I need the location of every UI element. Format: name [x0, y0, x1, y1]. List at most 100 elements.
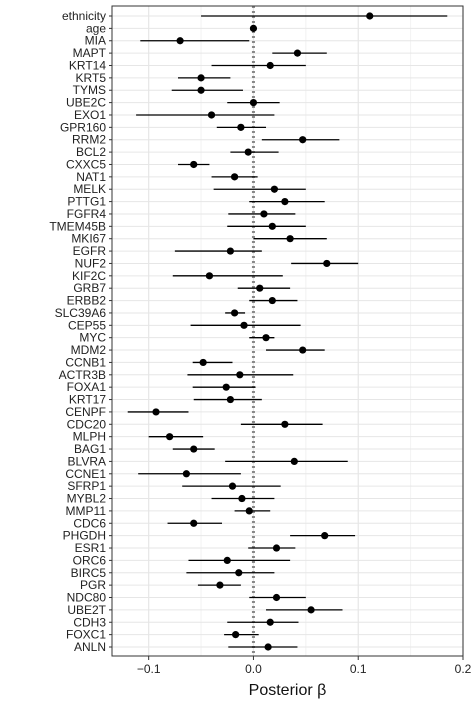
grid-layer — [112, 6, 464, 656]
category-label-myc: MYC — [79, 331, 106, 345]
point-ube2t — [307, 606, 315, 614]
point-slc39a6 — [230, 309, 239, 317]
category-label-bag1: BAG1 — [74, 442, 106, 456]
point-foxa1 — [222, 383, 230, 391]
point-ccne1 — [182, 470, 190, 478]
category-label-anln: ANLN — [74, 640, 106, 654]
point-ethnicity — [366, 12, 374, 20]
point-foxc1 — [232, 631, 240, 639]
category-label-pgr: PGR — [80, 578, 106, 592]
point-exo1 — [207, 111, 216, 119]
category-label-gpr160: GPR160 — [60, 120, 106, 134]
point-cxxc5 — [190, 160, 198, 169]
category-label-pttg1: PTTG1 — [67, 195, 106, 209]
point-krt17 — [226, 395, 234, 404]
category-label-sfrp1: SFRP1 — [67, 479, 106, 493]
category-label-cdc6: CDC6 — [73, 516, 106, 530]
point-erbb2 — [268, 296, 276, 305]
category-label-kif2c: KIF2C — [72, 269, 106, 283]
y-tick-marks — [109, 15, 112, 648]
x-axis-title: Posterior β — [249, 682, 327, 699]
point-layer — [152, 12, 374, 651]
category-label-cep55: CEP55 — [68, 318, 106, 332]
category-label-foxa1: FOXA1 — [67, 380, 107, 394]
point-rrm2 — [299, 136, 307, 144]
point-cep55 — [240, 321, 248, 329]
category-label-orc6: ORC6 — [73, 553, 107, 567]
category-label-erbb2: ERBB2 — [67, 294, 107, 308]
point-ube2c — [249, 99, 258, 107]
point-melk — [270, 185, 279, 193]
point-krt14 — [266, 61, 274, 70]
point-cenpf — [152, 408, 160, 416]
category-label-mmp11: MMP11 — [66, 504, 107, 518]
category-label-tmem45b: TMEM45B — [49, 219, 106, 233]
point-gpr160 — [237, 123, 245, 131]
category-label-rrm2: RRM2 — [72, 133, 106, 147]
category-label-krt17: KRT17 — [69, 393, 106, 407]
category-label-ube2c: UBE2C — [66, 96, 106, 110]
point-anln — [264, 643, 272, 651]
category-label-ndc80: NDC80 — [67, 591, 107, 605]
category-label-cdc20: CDC20 — [67, 417, 107, 431]
x-tick-label: 0.1 — [350, 662, 367, 676]
point-mia — [176, 37, 184, 45]
point-blvra — [290, 457, 298, 466]
x-tick-label: 0.0 — [245, 662, 262, 676]
category-label-krt5: KRT5 — [76, 71, 107, 85]
category-labels: ethnicityageMIAMAPTKRT14KRT5TYMSUBE2CEXO… — [49, 9, 106, 654]
x-tick-label: 0.2 — [455, 662, 472, 676]
point-egfr — [226, 247, 234, 255]
category-label-cxxc5: CXXC5 — [66, 157, 106, 171]
category-label-mia: MIA — [85, 34, 106, 48]
category-label-ccnb1: CCNB1 — [65, 355, 106, 369]
point-birc5 — [235, 569, 243, 577]
point-pttg1 — [281, 197, 289, 206]
category-label-mybl2: MYBL2 — [67, 492, 107, 506]
point-phgdh — [321, 532, 329, 540]
category-label-grb7: GRB7 — [73, 281, 106, 295]
category-label-exo1: EXO1 — [74, 108, 106, 122]
category-label-mapt: MAPT — [73, 46, 107, 60]
point-actr3b — [236, 371, 244, 379]
point-grb7 — [256, 284, 264, 292]
category-label-egfr: EGFR — [73, 244, 107, 258]
category-label-mdm2: MDM2 — [71, 343, 107, 357]
point-mki67 — [286, 235, 294, 243]
panel-border — [111, 5, 464, 657]
category-label-esr1: ESR1 — [75, 541, 107, 555]
category-label-blvra: BLVRA — [68, 454, 106, 468]
category-label-mki67: MKI67 — [71, 232, 106, 246]
point-age — [249, 24, 258, 32]
category-label-birc5: BIRC5 — [71, 566, 107, 580]
category-label-actr3b: ACTR3B — [59, 368, 106, 382]
point-sfrp1 — [228, 482, 237, 490]
point-kif2c — [205, 272, 214, 280]
category-label-slc39a6: SLC39A6 — [55, 306, 107, 320]
point-esr1 — [272, 544, 281, 552]
category-label-bcl2: BCL2 — [76, 145, 106, 159]
point-myc — [262, 334, 270, 342]
category-label-age: age — [86, 21, 106, 35]
category-label-nuf2: NUF2 — [75, 256, 107, 270]
category-label-ethnicity: ethnicity — [62, 9, 106, 23]
category-label-cenpf: CENPF — [65, 405, 106, 419]
category-label-fgfr4: FGFR4 — [67, 207, 107, 221]
category-label-ube2t: UBE2T — [67, 603, 106, 617]
point-tmem45b — [268, 222, 276, 230]
point-cdc20 — [281, 420, 289, 428]
point-nuf2 — [323, 259, 331, 268]
category-label-cdh3: CDH3 — [73, 615, 106, 629]
point-mmp11 — [245, 507, 253, 515]
x-tick-label: −0.1 — [137, 662, 161, 676]
point-fgfr4 — [260, 210, 268, 218]
category-label-nat1: NAT1 — [76, 170, 106, 184]
point-pgr — [216, 581, 224, 589]
point-orc6 — [223, 556, 231, 564]
point-ndc80 — [272, 593, 281, 602]
point-mybl2 — [238, 494, 246, 503]
category-label-ccne1: CCNE1 — [65, 467, 106, 481]
